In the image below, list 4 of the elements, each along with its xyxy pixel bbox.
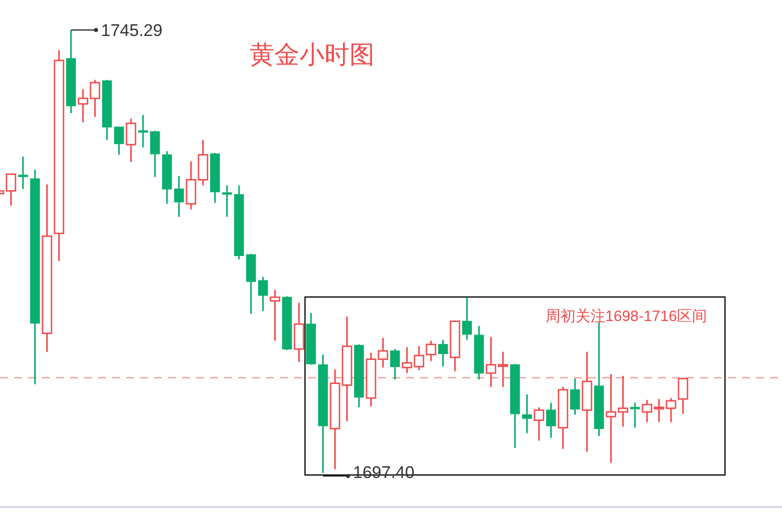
annotation: 1745.29 (101, 21, 162, 40)
extreme-label: 1745.29 (71, 21, 162, 40)
chart-title: 黄金小时图 (250, 41, 374, 69)
annotation: 周初关注1698-1716区间 (545, 308, 707, 325)
